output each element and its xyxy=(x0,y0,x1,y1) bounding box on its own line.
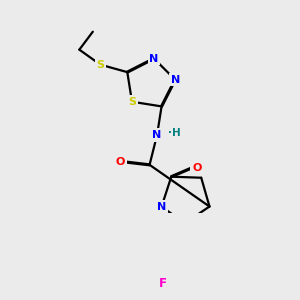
Text: S: S xyxy=(96,60,104,70)
Text: O: O xyxy=(192,163,202,173)
Text: O: O xyxy=(116,157,125,167)
Text: S: S xyxy=(128,97,136,107)
Text: N: N xyxy=(157,202,166,212)
Text: N: N xyxy=(170,75,180,85)
Text: N: N xyxy=(149,53,159,64)
Text: F: F xyxy=(159,277,167,290)
Text: ·H: ·H xyxy=(169,128,181,138)
Text: N: N xyxy=(152,130,162,140)
